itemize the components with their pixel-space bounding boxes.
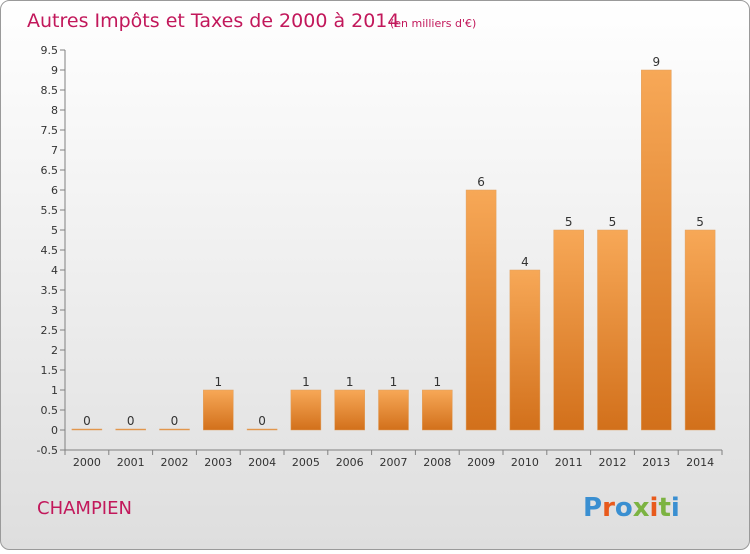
logo-letter: i (650, 493, 659, 523)
y-tick-label: 5.5 (41, 204, 59, 217)
y-tick-label: 4 (51, 264, 58, 277)
bar-label-group: 0 0 0 1 0 1 1 1 1 6 4 5 5 9 5 (83, 55, 704, 428)
bar-value-label: 1 (302, 375, 310, 389)
bar-value-label: 1 (346, 375, 354, 389)
bar (159, 428, 190, 431)
bar-value-label: 5 (696, 215, 704, 229)
bar (509, 269, 541, 431)
x-tick-label: 2007 (380, 456, 408, 469)
x-tick-label: 2003 (204, 456, 232, 469)
y-tick-label: 3 (51, 304, 58, 317)
commune-name: CHAMPIEN (37, 498, 132, 519)
bar-value-label: 1 (214, 375, 222, 389)
y-tick-label: 4.5 (41, 244, 59, 257)
x-tick-label: 2010 (511, 456, 539, 469)
bar-value-label: 0 (171, 414, 179, 428)
x-tick-label: 2000 (73, 456, 101, 469)
y-tick-label: 5 (51, 224, 58, 237)
chart-title: Autres Impôts et Taxes de 2000 à 2014 (27, 10, 400, 32)
bar-value-label: 5 (609, 215, 617, 229)
y-tick-label: 6.5 (41, 164, 59, 177)
bar-value-label: 9 (652, 55, 660, 69)
bar-value-label: 5 (565, 215, 573, 229)
x-tick-label: 2002 (161, 456, 189, 469)
x-tick-label: 2008 (423, 456, 451, 469)
x-tick-label: 2004 (248, 456, 276, 469)
bar (378, 389, 409, 431)
y-tick-label: 2 (51, 344, 58, 357)
bar-group (71, 69, 716, 431)
bar (203, 389, 234, 431)
y-tick-label: 6 (51, 184, 58, 197)
y-tick-label: 8 (51, 104, 58, 117)
bar (71, 428, 103, 431)
proxiti-logo: Proxiti (583, 493, 680, 523)
bar-value-label: 6 (477, 175, 485, 189)
bar-value-label: 1 (433, 375, 441, 389)
x-tick-label: 2009 (467, 456, 495, 469)
bar (684, 229, 716, 431)
x-tick-label: 2013 (642, 456, 670, 469)
bar (422, 389, 453, 431)
bar (290, 389, 322, 431)
bar-value-label: 4 (521, 255, 529, 269)
logo-letter: x (633, 493, 650, 523)
bar (334, 389, 365, 431)
x-tick-label: 2012 (599, 456, 627, 469)
logo-letter: i (671, 493, 680, 523)
y-tick-label: 7.5 (41, 124, 59, 137)
y-tick-label: 9.5 (41, 44, 59, 57)
y-tick-label: -0.5 (37, 444, 58, 457)
y-axis: -0.5 0 0.5 1 1.5 2 2.5 3 3.5 4 4.5 5 5.5 6 6.5 7 7.5 8 8.5… (37, 44, 66, 457)
logo-letter: o (615, 493, 633, 523)
logo-letter: P (583, 493, 602, 523)
y-tick-label: 3.5 (41, 284, 59, 297)
logo-letter: r (602, 493, 615, 523)
x-tick-label: 2005 (292, 456, 320, 469)
y-tick-label: 0 (51, 424, 58, 437)
bar-value-label: 1 (390, 375, 398, 389)
bar-value-label: 0 (127, 414, 135, 428)
chart-subtitle: (en milliers d'€) (390, 17, 476, 30)
y-tick-label: 8.5 (41, 84, 59, 97)
bar-value-label: 0 (83, 414, 91, 428)
bar (115, 428, 146, 431)
y-tick-label: 2.5 (41, 324, 59, 337)
logo-letter: t (658, 493, 670, 523)
bar (641, 69, 672, 431)
bar-value-label: 0 (258, 414, 266, 428)
y-tick-label: 7 (51, 144, 58, 157)
x-tick-label: 2011 (555, 456, 583, 469)
bar (246, 428, 278, 431)
bar (465, 189, 497, 431)
y-tick-label: 9 (51, 64, 58, 77)
y-tick-label: 1 (51, 384, 58, 397)
y-tick-label: 1.5 (41, 364, 59, 377)
x-axis: 2000 2001 2002 2003 2004 2005 2006 2007 2008 2009… (64, 449, 723, 469)
x-tick-label: 2014 (686, 456, 714, 469)
bar (597, 229, 628, 431)
y-tick-label: 0.5 (41, 404, 59, 417)
bar (553, 229, 584, 431)
x-tick-label: 2006 (336, 456, 364, 469)
x-tick-label: 2001 (117, 456, 145, 469)
